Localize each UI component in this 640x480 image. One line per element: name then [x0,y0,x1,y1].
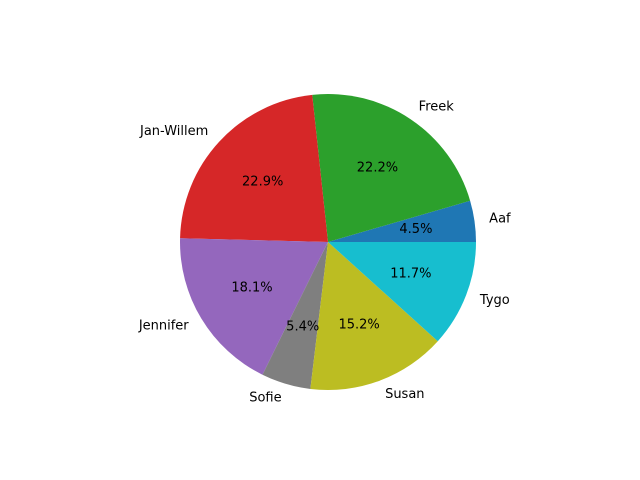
slice-label-tygo: Tygo [479,293,510,308]
pct-label-freek: 22.2% [357,161,398,176]
pct-label-jan-willem: 22.9% [242,174,283,189]
slice-label-sofie: Sofie [249,391,281,406]
slice-label-susan: Susan [385,387,424,402]
pie-slice-jennifer [180,238,328,375]
pct-label-aaf: 4.5% [399,222,432,237]
pie-slice-susan [310,242,438,391]
pct-label-sofie: 5.4% [286,320,319,335]
pct-label-tygo: 11.7% [390,266,431,281]
pct-label-jennifer: 18.1% [231,280,272,295]
slice-label-aaf: Aaf [489,212,511,227]
pie-slice-freek [312,93,471,243]
pie-labels: Aaf 4.5% Freek 22.2% Jan-Willem 22.9% Jennifer… [138,99,511,405]
slice-label-jan-willem: Jan-Willem [139,124,208,139]
pct-label-susan: 15.2% [338,318,379,333]
pie-slice-aaf [328,200,476,242]
slice-label-freek: Freek [419,99,455,114]
pie-slice-tygo [328,242,476,342]
pie-slice-sofie [262,242,328,389]
pie-slices [180,93,476,391]
pie-slice-jan-willem [180,94,328,242]
slice-label-jennifer: Jennifer [138,319,189,334]
